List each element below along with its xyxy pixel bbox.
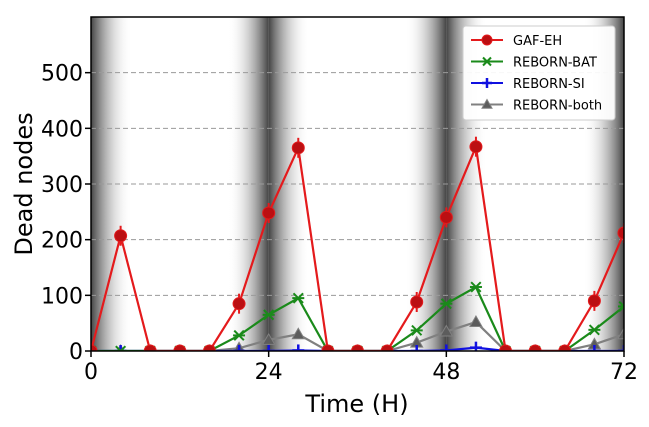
data-point-reborn-bat-13 xyxy=(469,281,482,293)
x-tick-label-0: 0 xyxy=(84,360,98,385)
data-point-reborn-bat-12 xyxy=(440,298,453,310)
data-point-gaf-eh-14 xyxy=(499,344,513,351)
data-point-gaf-eh-9 xyxy=(351,344,364,351)
data-point-reborn-bat-5 xyxy=(233,329,246,341)
data-point-reborn-si-13 xyxy=(469,341,482,351)
legend-label-reborn-si: REBORN-SI xyxy=(513,77,585,92)
data-point-reborn-bat-11 xyxy=(410,324,423,336)
data-point-gaf-eh-8 xyxy=(321,344,335,351)
legend-marker-gaf-eh xyxy=(481,34,493,46)
data-point-reborn-si-17 xyxy=(588,345,601,351)
legend-label-reborn-bat: REBORN-BAT xyxy=(513,56,597,71)
x-axis-label: Time (H) xyxy=(304,390,408,418)
data-point-gaf-eh-15 xyxy=(528,344,542,351)
legend: GAF-EH REBORN-BAT REBORN-SI REBORN-both xyxy=(462,25,616,121)
data-point-gaf-eh-16 xyxy=(558,344,572,351)
y-axis-label: Dead nodes xyxy=(10,112,38,255)
data-point-gaf-eh-12 xyxy=(439,210,453,224)
data-point-gaf-eh-18 xyxy=(617,226,624,240)
data-point-gaf-eh-2 xyxy=(143,344,157,351)
data-point-gaf-eh-1 xyxy=(114,229,128,243)
legend-box xyxy=(462,25,616,121)
data-point-reborn-bat-7 xyxy=(292,292,305,304)
data-point-gaf-eh-11 xyxy=(410,295,424,309)
night-shade-right-3 xyxy=(624,17,649,351)
data-point-reborn-bat-17 xyxy=(588,324,601,336)
data-point-reborn-both-6 xyxy=(261,332,276,345)
data-point-reborn-bat-1 xyxy=(114,345,127,351)
x-tick-label-24: 24 xyxy=(255,360,283,385)
data-point-gaf-eh-5 xyxy=(232,297,246,311)
data-point-gaf-eh-17 xyxy=(587,294,601,308)
data-point-gaf-eh-10 xyxy=(380,344,394,351)
legend-marker-reborn-both xyxy=(481,98,493,109)
data-point-reborn-si-5 xyxy=(233,345,246,351)
data-point-gaf-eh-7 xyxy=(291,141,305,155)
data-point-reborn-si-6 xyxy=(262,345,275,351)
data-point-gaf-eh-4 xyxy=(202,344,216,351)
data-point-reborn-both-18 xyxy=(617,327,624,340)
grid xyxy=(91,72,624,296)
x-tick-label-72: 72 xyxy=(610,360,638,385)
y-tick-label-300: 300 xyxy=(41,173,83,198)
legend-marker-reborn-bat xyxy=(482,56,492,67)
data-point-reborn-both-13 xyxy=(469,315,483,328)
y-tick-label-200: 200 xyxy=(41,229,83,254)
data-point-reborn-both-12 xyxy=(439,324,454,337)
data-point-reborn-bat-6 xyxy=(262,309,275,321)
legend-label-gaf-eh: GAF-EH xyxy=(513,34,562,49)
legend-marker-reborn-si xyxy=(482,78,492,88)
axes: 0 24 48 72 0 100 200 300 400 500 xyxy=(41,62,638,385)
series-group xyxy=(91,136,624,351)
y-tick-label-400: 400 xyxy=(41,117,83,142)
data-point-gaf-eh-6 xyxy=(262,206,276,220)
data-point-reborn-si-1 xyxy=(114,345,127,351)
y-tick-label-0: 0 xyxy=(69,340,83,365)
x-tick-label-48: 48 xyxy=(432,360,460,385)
data-point-reborn-si-11 xyxy=(410,345,423,351)
y-tick-label-500: 500 xyxy=(41,62,83,87)
data-point-reborn-both-7 xyxy=(291,327,306,340)
data-point-gaf-eh-13 xyxy=(469,140,483,154)
data-point-reborn-bat-18 xyxy=(618,300,624,312)
data-point-gaf-eh-3 xyxy=(173,344,187,351)
legend-label-reborn-both: REBORN-both xyxy=(513,99,602,114)
data-point-gaf-eh-0 xyxy=(91,344,98,351)
y-tick-label-100: 100 xyxy=(41,284,83,309)
